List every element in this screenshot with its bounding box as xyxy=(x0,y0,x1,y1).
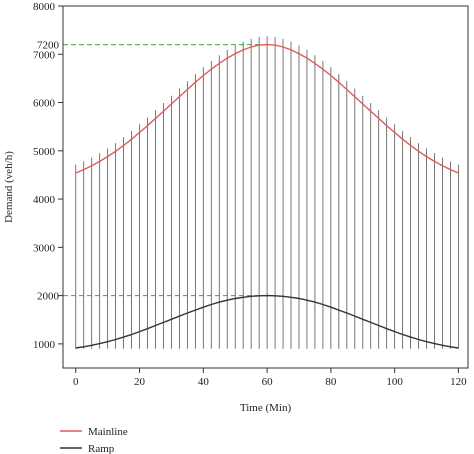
error-bars xyxy=(75,36,459,349)
x-tick-label: 80 xyxy=(325,376,337,388)
plot-frame xyxy=(62,5,469,369)
x-axis-title: Time (Min) xyxy=(240,402,292,414)
y-axis-title: Demand (veh/h) xyxy=(3,151,15,223)
y-tick-label: 6000 xyxy=(33,98,56,110)
y-tick-label: 3000 xyxy=(33,242,56,254)
annotation-labels: 7200 2000 xyxy=(37,40,60,303)
x-tick-label: 0 xyxy=(73,376,79,388)
y-axis-ticks: 1000 3000 4000 5000 6000 7000 8000 xyxy=(33,1,63,351)
series-line-ramp xyxy=(75,294,459,349)
y-tick-label: 7000 xyxy=(33,49,56,61)
y-tick-label: 1000 xyxy=(33,339,56,351)
y-tick-label: 4000 xyxy=(33,194,56,206)
y-tick-label: 8000 xyxy=(33,1,56,13)
y-tick-label: 5000 xyxy=(33,146,56,158)
annotation-label: 2000 xyxy=(37,291,60,303)
x-tick-label: 100 xyxy=(386,376,403,388)
legend-label: Mainline xyxy=(88,426,128,438)
guide-lines xyxy=(63,44,268,297)
x-tick-label: 40 xyxy=(198,376,210,388)
x-tick-label: 20 xyxy=(134,376,146,388)
series-line-mainline xyxy=(75,43,459,174)
x-axis-ticks: 0 20 40 60 80 100 120 xyxy=(73,368,467,388)
series-lines xyxy=(75,43,459,349)
annotation-label: 7200 xyxy=(37,40,60,52)
x-tick-label: 60 xyxy=(262,376,274,388)
legend: Mainline Ramp xyxy=(60,426,128,454)
legend-label: Ramp xyxy=(88,443,115,454)
x-tick-label: 120 xyxy=(450,376,467,388)
